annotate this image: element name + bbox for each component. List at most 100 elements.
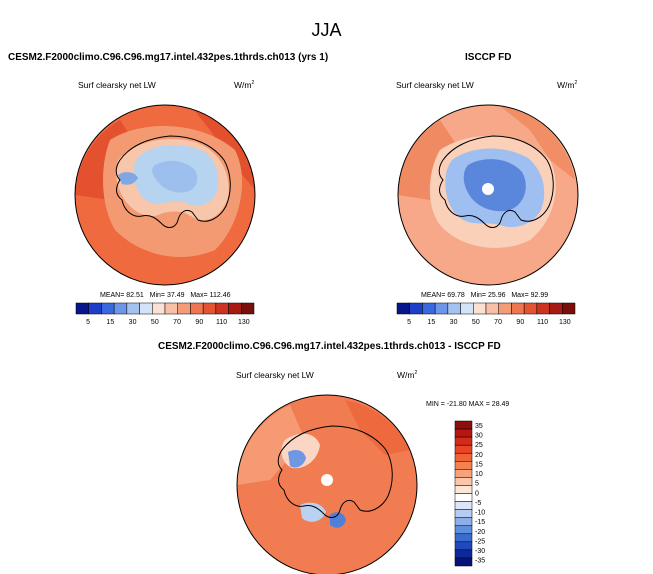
colorbar-model-swatch (75, 302, 89, 315)
colorbar-model-swatch (190, 302, 204, 315)
colorbar-obs-swatch (422, 302, 436, 315)
map-model-border (74, 104, 256, 286)
map-diff-pole-gap (321, 474, 333, 486)
colorbar-obs-tick-label: 90 (516, 319, 524, 326)
colorbar-diff-tick-label: -25 (475, 538, 485, 545)
map-diff-coastline (277, 425, 393, 518)
colorbar-diff-swatch (454, 428, 473, 438)
map-model-coastline (115, 135, 231, 228)
colorbar-obs-swatch (447, 302, 461, 315)
colorbar-diff-tick-label: -20 (475, 529, 485, 536)
colorbar-diff-swatch (454, 477, 473, 486)
colorbar-model-swatch (88, 302, 102, 315)
colorbar-model-swatch (113, 302, 128, 315)
colorbar-model-swatch (126, 302, 140, 315)
colorbar-diff-tick-label: -35 (475, 558, 485, 565)
colorbar-diff-swatch (454, 436, 473, 446)
colorbar-diff-tick-label: 5 (475, 481, 479, 488)
map-diff-negative-peninsula (288, 450, 306, 468)
colorbar-diff-swatch (454, 549, 473, 559)
panel2-variable-label: Surf clearsky net LW (396, 80, 474, 90)
panel3-stats: MIN = -21.80 MAX = 28.49 (426, 401, 510, 408)
colorbar-obs-swatch (498, 302, 512, 315)
colorbar-diff-swatch (454, 557, 473, 567)
colorbar-obs-swatch (485, 302, 499, 315)
colorbar-diff-swatch (454, 493, 473, 502)
colorbar-diff-tick-label: 0 (475, 490, 479, 497)
colorbar-obs-tick-label: 50 (472, 319, 480, 326)
colorbar-model-swatch (177, 302, 191, 315)
colorbar-model-tick-label: 90 (195, 319, 203, 326)
colorbar-diff-swatch (454, 420, 473, 430)
map-diff-border (236, 394, 418, 574)
colorbar-diff-swatch (454, 469, 473, 478)
colorbar-diff-swatch (454, 533, 473, 543)
map-diff (237, 395, 417, 574)
map-model (75, 105, 255, 285)
colorbar-diff-swatch (454, 509, 473, 518)
colorbar-diff-tick-label: 25 (475, 442, 483, 449)
colorbar-obs-swatch (473, 302, 487, 315)
colorbar-obs-tick-label: 70 (494, 319, 502, 326)
colorbar-obs-swatch (523, 302, 538, 315)
colorbar-model-tick-label: 50 (151, 319, 159, 326)
panel3-title: CESM2.F2000climo.C96.C96.mg17.intel.432p… (158, 341, 501, 352)
map-obs-pole-gap (482, 183, 494, 195)
colorbar-model-swatch (139, 302, 153, 315)
colorbar-obs-swatch (562, 302, 576, 315)
colorbar-obs-tick-label: 30 (450, 319, 458, 326)
colorbar-diff-tick-label: -15 (475, 519, 485, 526)
panel1-stats: MEAN= 82.51 Min= 37.49 Max= 112.46 (100, 292, 231, 299)
colorbar-diff-tick-label: -10 (475, 510, 485, 517)
panel1-units: W/m2 (234, 80, 255, 90)
panel2-stats: MEAN= 69.78 Min= 25.96 Max= 92.99 (421, 292, 549, 299)
colorbar-model-tick-label: 70 (173, 319, 181, 326)
colorbar-diff-tick-label: -5 (475, 500, 481, 507)
colorbar-diff-tick-label: 20 (475, 452, 483, 459)
colorbar-obs-swatch (549, 302, 563, 315)
map-diff-moderate-west (237, 405, 305, 485)
colorbar-diff-tick-label: 10 (475, 471, 483, 478)
map-diff-strong-ne (345, 400, 410, 455)
colorbar-obs-tick-label: 130 (559, 319, 571, 326)
colorbar-obs-tick-label: 15 (427, 319, 435, 326)
colorbar-diff: 35 30 25 20 15 10 5 0 -5 -10 -15 -20 -25 -30 -35 (454, 420, 485, 567)
colorbar-obs-swatch (434, 302, 449, 315)
colorbar-diff-swatch (454, 452, 473, 462)
colorbar-diff-swatch (454, 525, 473, 535)
colorbar-model-swatch (228, 302, 242, 315)
colorbar-obs-swatch (460, 302, 474, 315)
colorbar-diff-tick-label: 35 (475, 423, 483, 430)
colorbar-obs-tick-label: 110 (537, 319, 548, 326)
panel2-units: W/m2 (557, 80, 578, 90)
colorbar-model-tick-label: 30 (129, 319, 137, 326)
colorbar-model-swatch (164, 302, 178, 315)
colorbar-diff-tick-label: -30 (475, 548, 485, 555)
map-obs-warm-band-west (398, 120, 460, 200)
colorbar-diff-swatch (454, 444, 473, 454)
colorbar-diff-swatch (454, 541, 473, 551)
map-model-peninsula-cold (118, 172, 138, 185)
colorbar-diff-swatch (454, 517, 473, 526)
colorbar-diff-swatch (454, 501, 473, 510)
panel1-title: CESM2.F2000climo.C96.C96.mg17.intel.432p… (8, 52, 329, 63)
colorbar-diff-swatch (454, 461, 473, 470)
colorbar-obs-swatch (396, 302, 410, 315)
map-obs-interior-cold (463, 159, 526, 212)
map-obs (398, 105, 578, 285)
colorbar-diff-tick-label: 30 (475, 433, 483, 440)
map-obs-warm-band-ne (500, 106, 575, 180)
colorbar-model-swatch (101, 302, 115, 315)
map-diff-negative-weddell (300, 502, 326, 522)
colorbar-obs: 5 15 30 50 70 90 110 130 (396, 302, 576, 326)
colorbar-obs-swatch (409, 302, 423, 315)
colorbar-obs-tick-label: 5 (407, 319, 411, 326)
colorbar-model-swatch (152, 302, 166, 315)
map-obs-border (397, 104, 579, 286)
colorbar-obs-swatch (536, 302, 550, 315)
panel3-variable-label: Surf clearsky net LW (236, 370, 314, 380)
map-obs-coastline (438, 135, 554, 228)
colorbar-obs-swatch (511, 302, 525, 315)
colorbar-model-swatch (241, 302, 255, 315)
